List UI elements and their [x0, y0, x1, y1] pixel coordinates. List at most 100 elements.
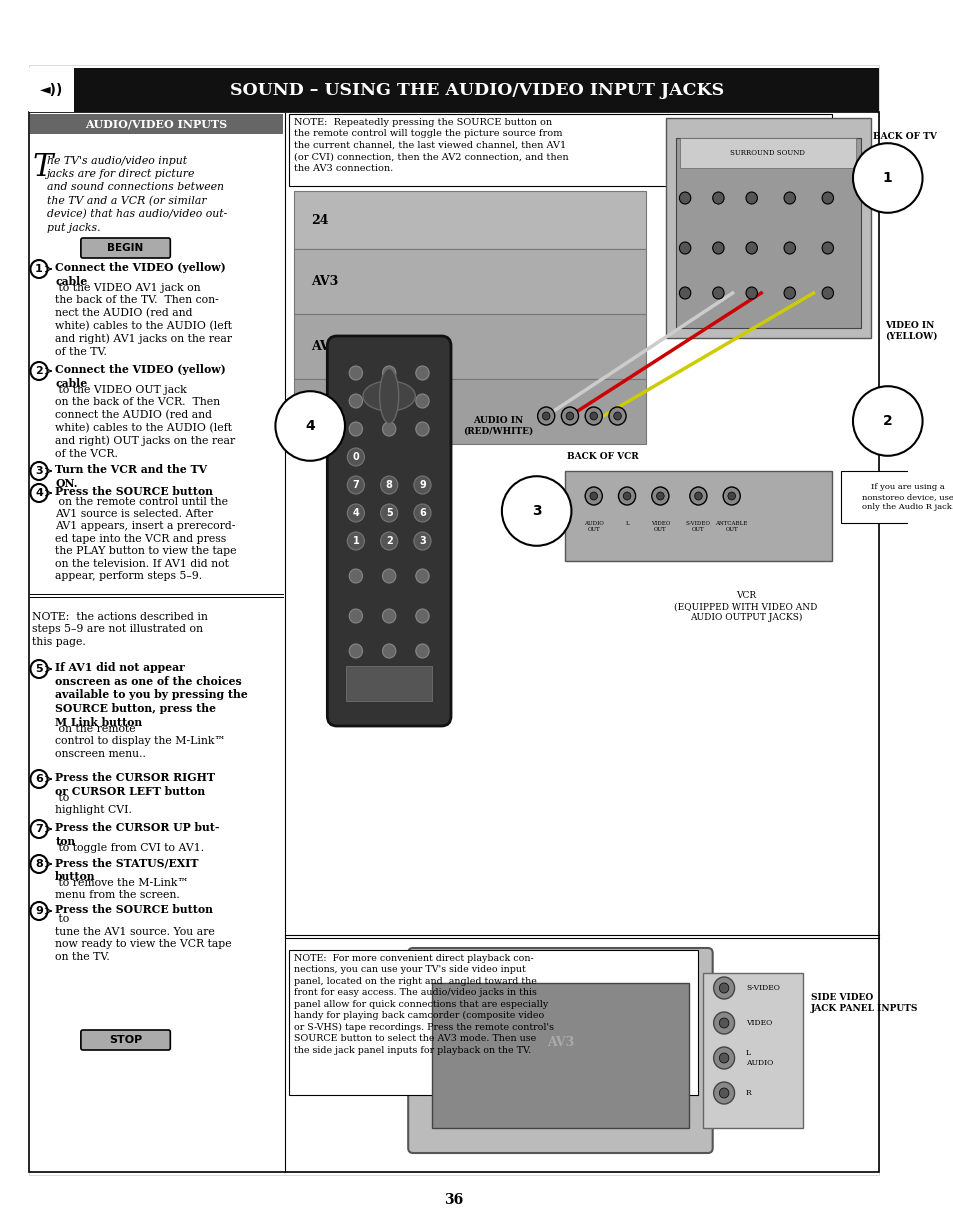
Circle shape — [712, 242, 723, 255]
Circle shape — [380, 533, 397, 550]
Circle shape — [382, 609, 395, 624]
Text: NOTE:  For more convenient direct playback con-
nections, you can use your TV's : NOTE: For more convenient direct playbac… — [294, 954, 554, 1055]
Circle shape — [713, 1012, 734, 1034]
Text: 2: 2 — [882, 415, 892, 428]
Text: BEGIN: BEGIN — [108, 244, 144, 253]
Text: 3: 3 — [35, 466, 43, 476]
Text: S-VIDEO
OUT: S-VIDEO OUT — [685, 522, 710, 531]
Circle shape — [560, 407, 578, 426]
Circle shape — [565, 412, 573, 419]
Circle shape — [745, 287, 757, 299]
Text: he TV's audio/video input
jacks are for direct picture
and sound connections bet: he TV's audio/video input jacks are for … — [47, 156, 227, 232]
Text: 8: 8 — [35, 859, 43, 870]
Circle shape — [349, 609, 362, 624]
Text: 0: 0 — [352, 451, 359, 462]
Text: 3: 3 — [418, 536, 425, 546]
Text: to the VIDEO OUT jack
on the back of the VCR.  Then
connect the AUDIO (red and
w: to the VIDEO OUT jack on the back of the… — [55, 385, 235, 459]
Text: T: T — [32, 153, 52, 183]
Circle shape — [30, 362, 48, 380]
Circle shape — [745, 192, 757, 204]
Circle shape — [347, 448, 364, 466]
Circle shape — [618, 487, 635, 506]
Circle shape — [416, 645, 429, 658]
Text: Connect the VIDEO (yellow)
cable: Connect the VIDEO (yellow) cable — [55, 364, 226, 389]
Circle shape — [589, 412, 597, 419]
Circle shape — [821, 192, 833, 204]
Text: AV3: AV3 — [546, 1037, 574, 1049]
Text: VIDEO: VIDEO — [745, 1018, 771, 1027]
Bar — [294, 248, 645, 314]
Text: 4: 4 — [35, 488, 43, 498]
Circle shape — [537, 407, 554, 426]
Circle shape — [608, 407, 625, 426]
Bar — [29, 68, 879, 112]
Circle shape — [656, 492, 663, 501]
Text: 5: 5 — [35, 664, 43, 674]
Circle shape — [414, 504, 431, 522]
Text: 5: 5 — [385, 508, 392, 518]
Circle shape — [382, 394, 395, 408]
Text: 1: 1 — [882, 171, 892, 184]
Circle shape — [380, 504, 397, 522]
Bar — [294, 379, 645, 444]
Text: 8: 8 — [385, 480, 393, 490]
Circle shape — [689, 487, 706, 506]
Bar — [679, 138, 856, 169]
Circle shape — [414, 533, 431, 550]
Text: AV2: AV2 — [311, 339, 338, 353]
Circle shape — [713, 977, 734, 999]
Text: 6: 6 — [418, 508, 425, 518]
Text: 36: 36 — [444, 1193, 463, 1207]
Text: VCR
(EQUIPPED WITH VIDEO AND
AUDIO OUTPUT JACKS): VCR (EQUIPPED WITH VIDEO AND AUDIO OUTPU… — [674, 590, 817, 622]
Text: BACK OF TV: BACK OF TV — [872, 132, 936, 140]
Circle shape — [416, 422, 429, 435]
Text: 7: 7 — [35, 824, 43, 834]
Text: BACK OF VCR: BACK OF VCR — [567, 451, 639, 460]
Bar — [564, 471, 831, 561]
Text: NOTE:  the actions described in
steps 5–9 are not illustrated on
this page.: NOTE: the actions described in steps 5–9… — [32, 613, 208, 647]
Text: 3: 3 — [531, 504, 541, 518]
Text: 4: 4 — [352, 508, 359, 518]
Text: AUDIO IN
(RED/WHITE): AUDIO IN (RED/WHITE) — [463, 416, 533, 435]
Circle shape — [694, 492, 701, 501]
Circle shape — [783, 192, 795, 204]
Circle shape — [30, 820, 48, 838]
Circle shape — [719, 1053, 728, 1063]
Circle shape — [584, 487, 601, 506]
Text: AV3: AV3 — [311, 276, 338, 288]
Circle shape — [30, 260, 48, 278]
Circle shape — [416, 569, 429, 583]
Text: 1: 1 — [352, 536, 359, 546]
Bar — [29, 112, 879, 1172]
Circle shape — [30, 661, 48, 678]
Circle shape — [414, 476, 431, 494]
Text: ANTCABLE
OUT: ANTCABLE OUT — [715, 522, 747, 531]
Circle shape — [349, 422, 362, 435]
Circle shape — [349, 569, 362, 583]
Circle shape — [416, 609, 429, 624]
Circle shape — [821, 287, 833, 299]
Text: AUDIO
OUT: AUDIO OUT — [583, 522, 603, 531]
Text: STOP: STOP — [109, 1034, 142, 1046]
Circle shape — [30, 462, 48, 480]
Circle shape — [416, 367, 429, 380]
Bar — [294, 191, 645, 248]
FancyBboxPatch shape — [327, 336, 451, 726]
Text: NOTE:  Repeatedly pressing the SOURCE button on
the remote control will toggle t: NOTE: Repeatedly pressing the SOURCE but… — [294, 118, 568, 172]
Circle shape — [783, 287, 795, 299]
Bar — [702, 973, 802, 1128]
Text: 7: 7 — [352, 480, 359, 490]
Circle shape — [542, 412, 549, 419]
Circle shape — [651, 487, 668, 506]
Circle shape — [347, 504, 364, 522]
Text: 4: 4 — [305, 419, 314, 433]
Circle shape — [679, 287, 690, 299]
Bar — [665, 118, 870, 338]
Text: Press the STATUS/EXIT
button: Press the STATUS/EXIT button — [55, 857, 198, 882]
Circle shape — [712, 192, 723, 204]
Ellipse shape — [363, 381, 415, 411]
Circle shape — [821, 242, 833, 255]
Text: to
highlight CVI.: to highlight CVI. — [55, 793, 132, 815]
Text: L: L — [624, 522, 628, 526]
Text: SIDE VIDEO
JACK PANEL INPUTS: SIDE VIDEO JACK PANEL INPUTS — [810, 993, 917, 1014]
